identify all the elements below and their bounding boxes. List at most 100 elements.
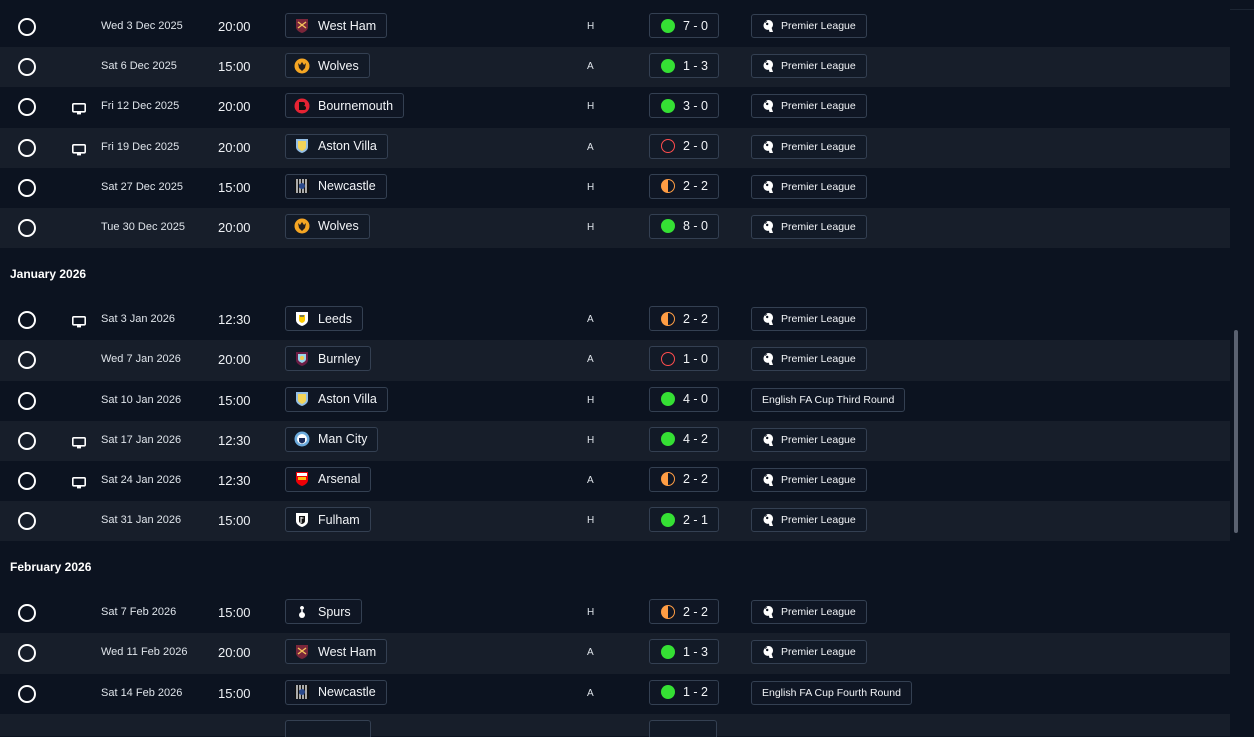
match-date: Wed 11 Feb 2026 bbox=[101, 646, 188, 659]
select-radio[interactable] bbox=[18, 138, 36, 157]
select-radio[interactable] bbox=[18, 18, 36, 36]
select-radio[interactable] bbox=[18, 604, 36, 623]
result-chip[interactable]: 1 - 3 bbox=[649, 639, 720, 665]
select-radio[interactable] bbox=[18, 431, 36, 450]
fixture-row[interactable]: Sat 27 Dec 2025 15:00 Newcastle H 2 - 2 Premi… bbox=[0, 167, 1230, 208]
result-chip[interactable]: 1 - 2 bbox=[649, 679, 720, 705]
select-radio[interactable] bbox=[18, 391, 36, 410]
opponent-chip[interactable]: Wolves bbox=[285, 213, 370, 239]
select-radio[interactable] bbox=[18, 351, 36, 370]
opponent-chip[interactable]: Wolves bbox=[285, 53, 370, 79]
competition-chip[interactable]: Premier League bbox=[751, 347, 867, 372]
result-chip[interactable]: 4 - 2 bbox=[649, 426, 720, 452]
select-radio[interactable] bbox=[18, 471, 36, 490]
premier-league-icon bbox=[762, 220, 775, 234]
team-chip[interactable] bbox=[285, 719, 371, 737]
competition-chip[interactable]: Premier League bbox=[751, 174, 867, 199]
competition-chip[interactable]: English FA Cup Fourth Round bbox=[751, 680, 912, 705]
opponent-chip[interactable]: Bournemouth bbox=[285, 93, 405, 119]
fixture-row[interactable]: Tue 30 Dec 2025 20:00 Wolves H 8 - 0 Premier … bbox=[0, 207, 1230, 249]
premier-league-icon bbox=[762, 513, 775, 527]
opponent-name: Wolves bbox=[318, 58, 359, 73]
competition-chip[interactable]: Premier League bbox=[751, 14, 867, 38]
fixture-row[interactable]: Sat 17 Jan 2026 12:30 Man City H 4 - 2 Premie… bbox=[0, 420, 1230, 461]
fixture-row[interactable]: Sat 6 Dec 2025 15:00 Wolves A 1 - 3 Premier L… bbox=[0, 47, 1230, 88]
result-chip[interactable]: 3 - 0 bbox=[649, 93, 720, 119]
result-chip[interactable]: 1 - 3 bbox=[649, 53, 720, 79]
score: 1 - 2 bbox=[683, 685, 709, 700]
result-chip[interactable]: 2 - 2 bbox=[649, 466, 720, 492]
select-radio[interactable] bbox=[18, 644, 36, 663]
competition-name: Premier League bbox=[781, 60, 856, 73]
score: 1 - 3 bbox=[683, 58, 709, 73]
select-radio[interactable] bbox=[18, 684, 36, 703]
win-result-icon bbox=[661, 685, 675, 700]
opponent-name: Spurs bbox=[318, 604, 351, 619]
fixture-row[interactable] bbox=[0, 713, 1230, 737]
competition-chip[interactable]: Premier League bbox=[751, 600, 867, 625]
competition-chip[interactable]: Premier League bbox=[751, 54, 867, 79]
opponent-chip[interactable]: Fulham bbox=[285, 507, 371, 533]
select-radio[interactable] bbox=[18, 512, 36, 531]
competition-name: Premier League bbox=[781, 313, 856, 326]
score-chip[interactable] bbox=[649, 719, 717, 737]
fixture-row[interactable]: Wed 3 Dec 2025 20:00 West Ham H 7 - 0 Premier… bbox=[0, 7, 1230, 48]
opponent-chip[interactable]: West Ham bbox=[285, 639, 388, 665]
fixture-row[interactable]: Wed 11 Feb 2026 20:00 West Ham A 1 - 3 Premie… bbox=[0, 633, 1230, 674]
match-date: Sat 31 Jan 2026 bbox=[101, 514, 182, 527]
aston-villa-crest-icon bbox=[294, 391, 310, 407]
select-radio[interactable] bbox=[18, 178, 36, 197]
competition-name: Premier League bbox=[781, 20, 856, 32]
competition-chip[interactable]: Premier League bbox=[751, 640, 867, 665]
result-chip[interactable]: 1 - 0 bbox=[649, 346, 720, 372]
competition-chip[interactable]: Premier League bbox=[751, 94, 867, 119]
competition-chip[interactable]: Premier League bbox=[751, 307, 867, 332]
aston-villa-crest-icon bbox=[294, 138, 310, 154]
result-chip[interactable]: 2 - 2 bbox=[649, 173, 720, 199]
result-chip[interactable]: 4 - 0 bbox=[649, 386, 720, 412]
match-date: Sat 10 Jan 2026 bbox=[101, 393, 182, 406]
venue: H bbox=[587, 607, 595, 619]
competition-chip[interactable]: English FA Cup Third Round bbox=[751, 387, 906, 412]
fixture-row[interactable]: Sat 14 Feb 2026 15:00 Newcastle A 1 - 2 Engli… bbox=[0, 673, 1230, 714]
select-radio[interactable] bbox=[18, 98, 36, 117]
venue: H bbox=[587, 221, 595, 233]
result-chip[interactable]: 8 - 0 bbox=[649, 213, 720, 239]
scrollbar-thumb[interactable] bbox=[1234, 330, 1238, 533]
select-radio[interactable] bbox=[18, 58, 36, 77]
competition-chip[interactable]: Premier League bbox=[751, 214, 867, 239]
venue: A bbox=[587, 354, 594, 366]
opponent-chip[interactable]: Arsenal bbox=[285, 466, 372, 492]
opponent-chip[interactable]: Man City bbox=[285, 426, 379, 452]
opponent-chip[interactable]: Spurs bbox=[285, 599, 362, 625]
opponent-chip[interactable]: West Ham bbox=[285, 13, 388, 38]
opponent-chip[interactable]: Newcastle bbox=[285, 679, 387, 705]
opponent-name: Leeds bbox=[318, 311, 353, 326]
competition-chip[interactable]: Premier League bbox=[751, 427, 867, 452]
result-chip[interactable]: 2 - 2 bbox=[649, 599, 720, 625]
opponent-chip[interactable]: Leeds bbox=[285, 306, 364, 332]
fixture-row[interactable]: Sat 3 Jan 2026 12:30 Leeds A 2 - 2 Premier Le… bbox=[0, 300, 1230, 341]
select-radio[interactable] bbox=[18, 311, 36, 330]
result-chip[interactable]: 2 - 0 bbox=[649, 133, 720, 159]
result-chip[interactable]: 2 - 1 bbox=[649, 507, 720, 533]
select-radio[interactable] bbox=[18, 218, 36, 237]
opponent-chip[interactable]: Burnley bbox=[285, 346, 372, 372]
fixture-row[interactable]: Wed 7 Jan 2026 20:00 Burnley A 1 - 0 Premier … bbox=[0, 340, 1230, 381]
fixture-row[interactable]: Sat 24 Jan 2026 12:30 Arsenal A 2 - 2 Premier… bbox=[0, 460, 1230, 502]
fixture-row[interactable]: Sat 31 Jan 2026 15:00 Fulham H 2 - 1 Premier … bbox=[0, 501, 1230, 542]
premier-league-icon bbox=[762, 140, 775, 154]
fixture-row[interactable]: Sat 7 Feb 2026 15:00 Spurs H 2 - 2 Premier Le… bbox=[0, 593, 1230, 634]
opponent-chip[interactable]: Newcastle bbox=[285, 173, 387, 199]
competition-chip[interactable]: Premier League bbox=[751, 508, 867, 533]
kickoff-time: 20:00 bbox=[218, 99, 251, 115]
fixture-row[interactable]: Fri 12 Dec 2025 20:00 Bournemouth H 3 - 0 Pre… bbox=[0, 87, 1230, 128]
result-chip[interactable]: 2 - 2 bbox=[649, 306, 720, 332]
opponent-chip[interactable]: Aston Villa bbox=[285, 386, 388, 412]
competition-chip[interactable]: Premier League bbox=[751, 467, 867, 492]
result-chip[interactable]: 7 - 0 bbox=[649, 13, 720, 38]
competition-chip[interactable]: Premier League bbox=[751, 134, 867, 159]
fixture-row[interactable]: Sat 10 Jan 2026 15:00 Aston Villa H 4 - 0 Eng… bbox=[0, 380, 1230, 421]
opponent-chip[interactable]: Aston Villa bbox=[285, 133, 388, 159]
fixture-row[interactable]: Fri 19 Dec 2025 20:00 Aston Villa A 2 - 0 Pre… bbox=[0, 127, 1230, 168]
